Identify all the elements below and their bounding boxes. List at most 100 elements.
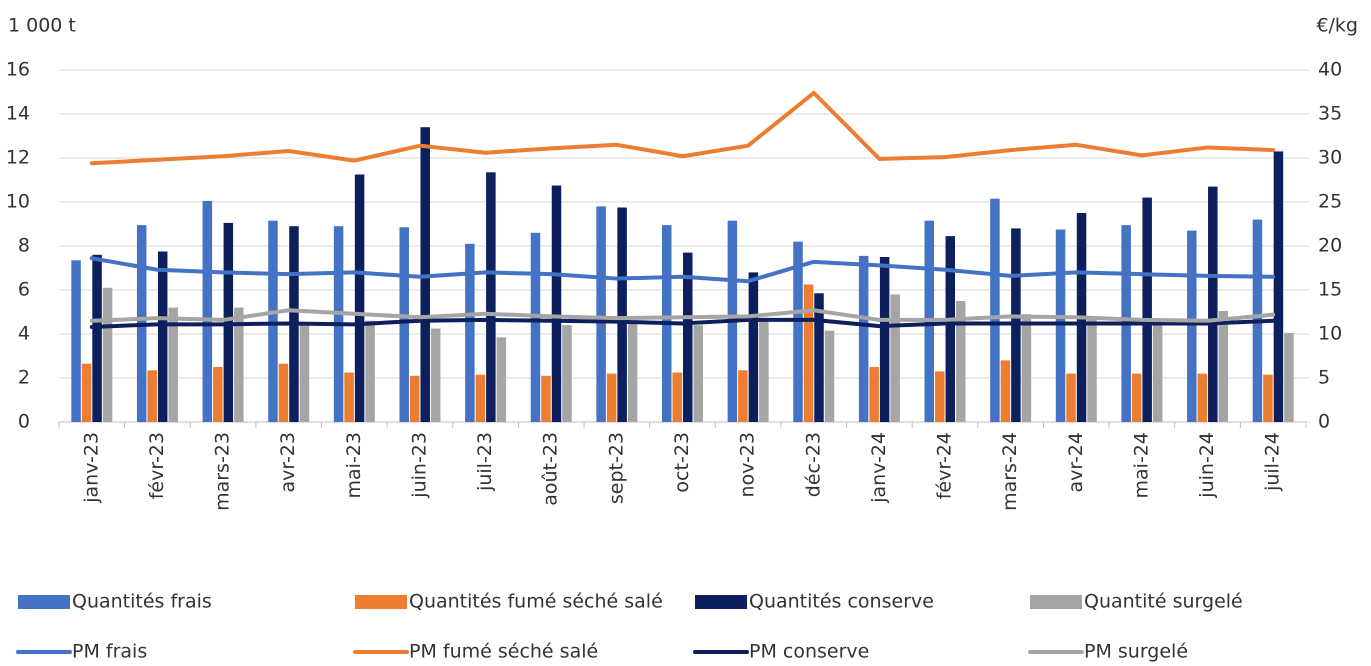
x-tick-label: mars-24 (999, 432, 1021, 511)
bar (496, 337, 507, 422)
y-tick-label: 2 (18, 367, 30, 389)
legend-label: Quantités fumé séché salé (409, 591, 663, 613)
y2-tick-label: 5 (1318, 367, 1330, 389)
x-tick-label: mai-23 (343, 432, 365, 498)
bar (551, 185, 562, 422)
bar (1021, 314, 1032, 422)
x-tick-label: juil-24 (1262, 432, 1284, 492)
bar (748, 272, 759, 422)
x-tick-label: janv-24 (868, 432, 890, 504)
y-tick-label: 6 (18, 279, 30, 301)
bar (365, 320, 375, 422)
y-tick-label: 0 (18, 411, 30, 433)
bar (738, 370, 748, 422)
bar (213, 367, 223, 422)
x-tick-label: oct-23 (671, 432, 693, 493)
y2-tick-label: 0 (1318, 411, 1330, 433)
bar (617, 207, 627, 422)
bar (683, 252, 693, 422)
bar (1055, 229, 1066, 422)
line (89, 90, 1276, 166)
y2-tick-label: 20 (1318, 235, 1342, 257)
y-tick-label: 10 (6, 191, 30, 213)
bar (1218, 310, 1229, 422)
legend-label: Quantités frais (72, 591, 212, 613)
bar (168, 307, 178, 422)
bar (1187, 230, 1197, 422)
x-tick-label: août-23 (540, 432, 562, 506)
bar (344, 372, 354, 422)
bar (541, 375, 551, 422)
line (89, 256, 1276, 284)
bar (234, 307, 244, 422)
bar (803, 284, 814, 422)
x-tick-label: avr-24 (1065, 432, 1087, 493)
bar (793, 241, 803, 422)
bar (92, 254, 102, 422)
legend-swatch (1030, 595, 1082, 609)
bar (1273, 151, 1284, 422)
bar (1142, 197, 1152, 422)
bar (399, 227, 409, 422)
bar (596, 206, 606, 422)
x-tick-label: mars-23 (212, 432, 234, 511)
line (89, 317, 1276, 329)
legend-label: PM conserve (749, 641, 869, 663)
bar (869, 367, 879, 422)
x-tick-label: févr-24 (934, 432, 956, 499)
x-tick-label: déc-23 (802, 432, 824, 497)
bar (606, 373, 617, 422)
y-tick-label: 8 (18, 235, 30, 257)
legend-swatch (695, 595, 747, 609)
x-tick-label: juin-23 (408, 432, 430, 499)
bar (475, 374, 486, 422)
bar (1263, 374, 1273, 422)
y-tick-label: 4 (18, 323, 30, 345)
bar (1197, 373, 1208, 422)
bar (956, 301, 966, 422)
y2-tick-label: 35 (1318, 103, 1342, 125)
y-tick-label: 16 (6, 59, 30, 81)
x-tick-label: nov-23 (737, 432, 759, 497)
legend-label: PM fumé séché salé (409, 641, 598, 663)
bar (81, 363, 92, 422)
bar (1000, 360, 1011, 422)
bar (147, 370, 157, 422)
bar (858, 255, 869, 422)
bar (409, 375, 420, 422)
bar (759, 320, 769, 422)
bar (1131, 373, 1142, 422)
legend-swatch (18, 595, 70, 609)
x-tick-label: févr-23 (146, 432, 168, 499)
y2-tick-label: 30 (1318, 147, 1342, 169)
y2-tick-label: 10 (1318, 323, 1342, 345)
bar (299, 325, 310, 422)
bar (693, 325, 703, 422)
bar (354, 174, 365, 422)
bar (935, 371, 945, 422)
x-tick-label: sept-23 (605, 432, 627, 504)
bar (824, 330, 835, 422)
y-axis-label: 1 000 t (8, 15, 76, 37)
bar (672, 372, 682, 422)
y-tick-label: 12 (6, 147, 30, 169)
bar (890, 294, 900, 422)
bar (1087, 318, 1097, 422)
bar (814, 293, 824, 422)
bar (71, 260, 81, 422)
y2-tick-label: 40 (1318, 59, 1342, 81)
bar (990, 198, 1000, 422)
legend-label: Quantités conserve (749, 591, 934, 613)
bar (1066, 373, 1076, 422)
bar (627, 323, 638, 422)
x-tick-label: janv-23 (80, 432, 102, 504)
x-tick-label: juin-24 (1196, 432, 1218, 499)
x-tick-label: mai-24 (1130, 432, 1152, 498)
bar (1208, 186, 1218, 422)
bar (562, 325, 572, 422)
x-tick-label: avr-23 (277, 432, 299, 493)
legend-swatch (355, 595, 407, 609)
line (89, 308, 1276, 323)
bar (1152, 318, 1163, 422)
